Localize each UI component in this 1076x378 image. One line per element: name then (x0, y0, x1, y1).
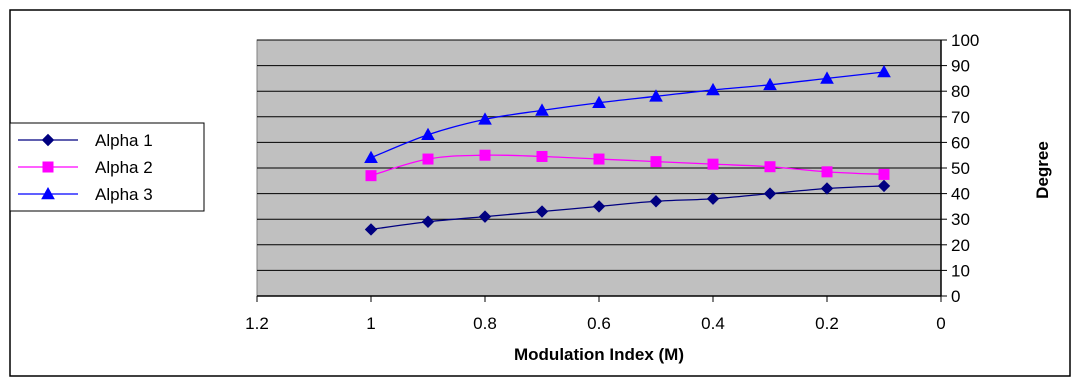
x-tick-label-5: 0.2 (815, 314, 839, 333)
data-point-s1-8 (820, 182, 834, 195)
legend-item-2: Alpha 2 (18, 158, 153, 177)
y-tick-label-6: 60 (951, 133, 970, 152)
y-tick-label-0: 0 (951, 287, 960, 306)
data-point-s2-7 (764, 161, 776, 173)
legend-label-1: Alpha 1 (95, 131, 153, 150)
data-point-s1-3 (535, 205, 549, 218)
data-point-s1-5 (649, 195, 663, 208)
y-tick-label-4: 40 (951, 185, 970, 204)
series-line-1 (370, 185, 885, 231)
y-tick-label-8: 80 (951, 82, 970, 101)
data-point-s1-2 (478, 210, 492, 223)
legend-label-2: Alpha 2 (95, 158, 153, 177)
data-point-s1-7 (763, 187, 777, 200)
series-2 (365, 149, 890, 182)
series-3 (364, 64, 891, 164)
data-point-s3-2 (478, 112, 492, 125)
legend-marker-1 (41, 133, 55, 147)
legend-item-3: Alpha 3 (18, 185, 153, 204)
x-axis-title: Modulation Index (M) (514, 345, 684, 364)
y-tick-label-2: 20 (951, 236, 970, 255)
data-point-s3-9 (877, 64, 891, 78)
x-axis-tick-labels: 1.2 1 0.8 0.6 0.4 0.2 0 (245, 296, 946, 333)
data-point-s2-8 (821, 166, 833, 178)
y-tick-label-1: 10 (951, 261, 970, 280)
data-point-s1-1 (421, 215, 435, 228)
data-point-s1-6 (706, 192, 720, 205)
data-point-s2-2 (479, 149, 491, 161)
y-axis-title: Degree (1033, 141, 1052, 199)
data-point-s2-3 (536, 150, 548, 162)
series-line-2 (370, 154, 885, 177)
y-axis-tick-labels: 0 10 20 30 40 50 60 70 80 90 100 (951, 31, 979, 306)
data-point-s2-5 (650, 156, 662, 168)
data-point-s3-5 (649, 89, 663, 102)
data-point-s3-0 (364, 150, 378, 164)
data-point-s3-3 (535, 103, 549, 116)
data-point-s1-9 (877, 179, 891, 193)
data-point-s1-4 (592, 200, 606, 213)
data-point-s3-1 (421, 127, 435, 141)
y-tick-label-7: 70 (951, 108, 970, 127)
x-tick-label-3: 0.6 (587, 314, 611, 333)
data-point-s2-1 (422, 153, 434, 165)
x-tick-label-1: 1 (366, 314, 375, 333)
data-point-s2-6 (707, 158, 719, 170)
x-tick-label-4: 0.4 (701, 314, 725, 333)
x-tick-label-2: 0.8 (473, 314, 497, 333)
data-point-s2-9 (878, 168, 890, 180)
series-line-3 (370, 71, 885, 159)
data-point-s3-4 (592, 95, 606, 109)
legend-marker-2 (42, 161, 54, 173)
x-tick-label-6: 0 (936, 314, 945, 333)
data-point-s3-7 (763, 77, 777, 91)
legend-label-3: Alpha 3 (95, 185, 153, 204)
legend-item-1: Alpha 1 (18, 131, 153, 150)
y-tick-label-3: 30 (951, 210, 970, 229)
series-group (364, 64, 891, 236)
data-point-s2-0 (365, 170, 377, 182)
y-tick-label-10: 100 (951, 31, 979, 50)
data-point-s2-4 (593, 153, 605, 165)
y-tick-label-9: 90 (951, 57, 970, 76)
legend-marker-3 (41, 186, 55, 200)
x-tick-label-0: 1.2 (245, 314, 269, 333)
y-tick-label-5: 50 (951, 159, 970, 178)
data-point-s3-6 (706, 82, 720, 96)
data-point-s3-8 (820, 71, 834, 84)
legend: Alpha 1 Alpha 2 Alpha 3 (9, 122, 205, 212)
data-point-s1-0 (364, 223, 378, 236)
series-1 (364, 179, 891, 236)
